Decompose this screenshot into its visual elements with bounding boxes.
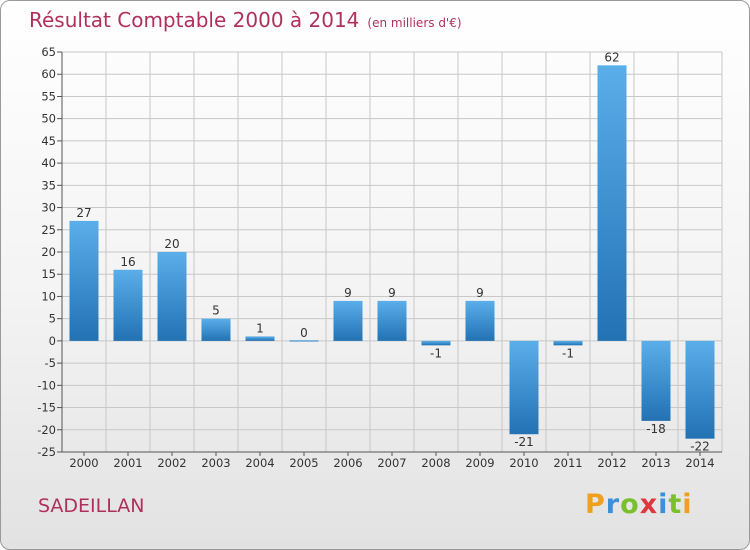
chart-subtitle: (en milliers d'€) bbox=[367, 16, 462, 30]
bar-2004 bbox=[245, 336, 275, 341]
x-tick-labels: 2000 2001 2002 2003 2004 2005 2006 2007 2008 2009… bbox=[69, 456, 714, 470]
bar-2001 bbox=[113, 269, 143, 341]
x-tick-label: 2009 bbox=[465, 456, 494, 470]
y-tick-label: -20 bbox=[37, 423, 56, 437]
bar-2000 bbox=[69, 220, 99, 341]
data-label-2004: 1 bbox=[256, 321, 264, 335]
y-tick-label: -25 bbox=[37, 445, 56, 459]
bar-2009 bbox=[465, 300, 495, 341]
data-label-2014: -22 bbox=[690, 440, 710, 454]
bar-2014 bbox=[685, 340, 715, 439]
x-tick-label: 2013 bbox=[641, 456, 670, 470]
x-tick-label: 2002 bbox=[157, 456, 186, 470]
data-label-2010: -21 bbox=[514, 435, 534, 449]
data-label-2008: -1 bbox=[430, 346, 442, 360]
x-tick-label: 2012 bbox=[597, 456, 626, 470]
logo-letter: r bbox=[605, 489, 621, 520]
data-label-2009: 9 bbox=[476, 286, 484, 300]
bar-2006 bbox=[333, 300, 363, 341]
data-label-2011: -1 bbox=[562, 346, 574, 360]
x-tick-label: 2006 bbox=[333, 456, 362, 470]
y-tick-label: 45 bbox=[41, 134, 56, 148]
logo-letter: x bbox=[639, 489, 659, 520]
y-tick-label: 30 bbox=[41, 201, 56, 215]
logo-letter: i bbox=[682, 489, 693, 520]
y-tick-label: 50 bbox=[41, 112, 56, 126]
bars bbox=[69, 65, 715, 439]
x-tick-label: 2008 bbox=[421, 456, 450, 470]
chart-title-block: Résultat Comptable 2000 à 2014 (en millie… bbox=[29, 8, 462, 32]
data-label-2003: 5 bbox=[212, 304, 220, 318]
bar-2005 bbox=[289, 340, 319, 342]
bar-2002 bbox=[157, 252, 187, 341]
x-tick-label: 2011 bbox=[553, 456, 582, 470]
x-tick-label: 2014 bbox=[685, 456, 714, 470]
y-tick-label: 20 bbox=[41, 245, 56, 259]
x-tick-label: 2010 bbox=[509, 456, 538, 470]
logo-letter: P bbox=[585, 489, 606, 520]
x-tick-label: 2007 bbox=[377, 456, 406, 470]
y-tick-label: 40 bbox=[41, 156, 56, 170]
y-tick-label: -10 bbox=[37, 378, 56, 392]
x-tick-label: 2004 bbox=[245, 456, 274, 470]
y-tick-label: 25 bbox=[41, 223, 56, 237]
data-label-2000: 27 bbox=[76, 206, 91, 220]
proxiti-logo: Proxiti bbox=[585, 489, 693, 520]
x-tick-label: 2000 bbox=[69, 456, 98, 470]
bar-2013 bbox=[641, 340, 671, 421]
bar-2008 bbox=[421, 340, 451, 346]
y-tick-label: -15 bbox=[37, 401, 56, 415]
logo-letter: i bbox=[658, 489, 669, 520]
x-tick-label: 2003 bbox=[201, 456, 230, 470]
logo-letter: o bbox=[620, 489, 640, 520]
y-tick-label: 65 bbox=[41, 45, 56, 59]
bar-2003 bbox=[201, 318, 231, 341]
axes bbox=[57, 51, 722, 456]
bar-2012 bbox=[597, 65, 627, 341]
x-tick-label: 2001 bbox=[113, 456, 142, 470]
y-tick-label: 55 bbox=[41, 89, 56, 103]
y-tick-label: 5 bbox=[49, 312, 56, 326]
data-label-2005: 0 bbox=[300, 326, 308, 340]
data-label-2002: 20 bbox=[164, 237, 179, 251]
data-label-2012: 62 bbox=[604, 50, 619, 64]
bar-2011 bbox=[553, 340, 583, 346]
bar-2010 bbox=[509, 340, 539, 435]
logo-letter: t bbox=[668, 489, 683, 520]
y-tick-label: 15 bbox=[41, 267, 56, 281]
y-tick-label: 60 bbox=[41, 67, 56, 81]
y-tick-label: 10 bbox=[41, 289, 56, 303]
bar-2007 bbox=[377, 300, 407, 341]
chart-title: Résultat Comptable 2000 à 2014 bbox=[29, 8, 360, 32]
data-labels: 27 16 20 5 1 0 9 9 -1 9 -21 -1 62 -18 -22 bbox=[76, 50, 709, 453]
data-label-2007: 9 bbox=[388, 286, 396, 300]
data-label-2013: -18 bbox=[646, 422, 666, 436]
data-label-2001: 16 bbox=[120, 255, 135, 269]
y-tick-label: 35 bbox=[41, 178, 56, 192]
commune-name: SADEILLAN bbox=[38, 495, 145, 517]
y-tick-label: 0 bbox=[49, 334, 56, 348]
data-label-2006: 9 bbox=[344, 286, 352, 300]
x-tick-label: 2005 bbox=[289, 456, 318, 470]
y-tick-label: -5 bbox=[45, 356, 56, 370]
